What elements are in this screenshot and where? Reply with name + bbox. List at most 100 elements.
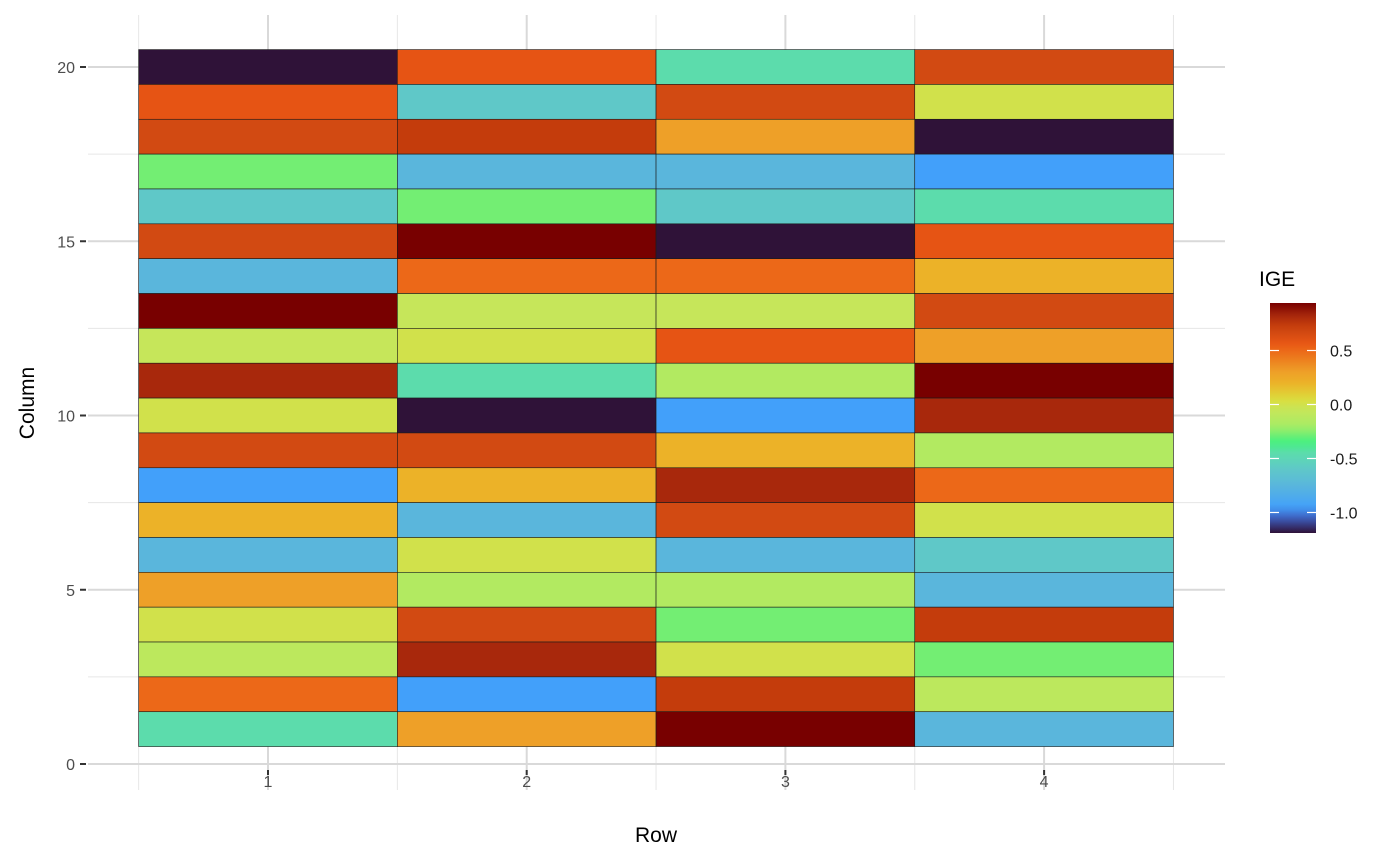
- heatmap-tile: [397, 118, 657, 155]
- heatmap-tile: [397, 188, 657, 225]
- heatmap-tile: [397, 676, 657, 713]
- x-axis-title: Row: [635, 824, 678, 847]
- heatmap-tile: [138, 188, 398, 225]
- x-tick-label: 1: [264, 774, 273, 791]
- heatmap-tile: [138, 432, 398, 469]
- y-tick-label: 5: [66, 583, 75, 600]
- heatmap-tile: [914, 467, 1174, 503]
- axes: 1 2 3 4 0 5 10 15 20: [57, 60, 1048, 791]
- heatmap-tile: [138, 606, 398, 643]
- x-tick-label: 3: [781, 774, 790, 791]
- y-tick-label: 20: [57, 60, 75, 77]
- heatmap-tile: [397, 153, 657, 190]
- heatmap-tile: [397, 641, 657, 678]
- heatmap-tile: [655, 676, 916, 713]
- heatmap-tile: [138, 84, 398, 120]
- heatmap-tile: [138, 397, 398, 434]
- heatmap-tile: [655, 711, 916, 747]
- heatmap-tile: [397, 572, 657, 608]
- heatmap-tile: [655, 84, 916, 120]
- heatmap-tile: [138, 362, 398, 399]
- heatmap-tile: [655, 537, 916, 573]
- heatmap-tile: [914, 537, 1174, 573]
- heatmap-tile: [138, 572, 398, 608]
- heatmap-tile: [914, 676, 1174, 713]
- heatmap-tile: [914, 293, 1174, 329]
- heatmap-tile: [138, 258, 398, 294]
- heatmap-tile: [914, 223, 1174, 259]
- heatmap-tile: [914, 328, 1174, 364]
- heatmap-tile: [655, 293, 916, 329]
- heatmap-tile: [914, 362, 1174, 399]
- y-tick-label: 0: [66, 757, 75, 774]
- heatmap-tile: [914, 397, 1174, 434]
- heatmap-tile: [397, 397, 657, 434]
- heatmap-tile: [138, 49, 398, 85]
- heatmap-tile: [138, 537, 398, 573]
- heatmap-tile: [655, 223, 916, 259]
- heatmap-tile: [655, 502, 916, 538]
- legend-tick-label: 0.5: [1330, 344, 1352, 361]
- heatmap-tile: [138, 711, 398, 747]
- heatmap-tile: [914, 572, 1174, 608]
- heatmap-tile: [138, 328, 398, 364]
- x-tick-label: 2: [522, 774, 531, 791]
- heatmap-tile: [655, 188, 916, 225]
- heatmap-tile: [138, 502, 398, 538]
- heatmap-tile: [655, 118, 916, 155]
- heatmap-tile: [397, 328, 657, 364]
- heatmap-tile: [655, 467, 916, 503]
- heatmap-tile: [397, 49, 657, 85]
- heatmap-tile: [655, 153, 916, 190]
- heatmap-tile: [397, 84, 657, 120]
- heatmap-tile: [655, 432, 916, 469]
- heatmap-tile: [397, 537, 657, 573]
- heatmap-tile: [397, 711, 657, 747]
- heatmap-tile: [138, 467, 398, 503]
- heatmap-tile: [914, 49, 1174, 85]
- heatmap-tile: [655, 328, 916, 364]
- heatmap-tile: [397, 293, 657, 329]
- heatmap-tile: [655, 49, 916, 85]
- heatmap-tile: [914, 258, 1174, 294]
- heatmap-tile: [397, 502, 657, 538]
- heatmap-tile: [655, 606, 916, 643]
- heatmap-tile: [397, 258, 657, 294]
- heatmap-tile: [138, 223, 398, 259]
- heatmap-tile: [655, 258, 916, 294]
- legend: IGE 0.5 0.0 -0.5 -1.0: [1259, 268, 1358, 533]
- heatmap-tile: [138, 293, 398, 329]
- heatmap-tile: [138, 676, 398, 713]
- heatmap-tile: [138, 118, 398, 155]
- heatmap-tile: [914, 502, 1174, 538]
- legend-title: IGE: [1259, 268, 1295, 291]
- heatmap-tile: [655, 362, 916, 399]
- heatmap-tile: [397, 223, 657, 259]
- heatmap-tile: [914, 641, 1174, 678]
- heatmap-tile: [914, 153, 1174, 190]
- heatmap-tile: [397, 467, 657, 503]
- heatmap-tile: [914, 118, 1174, 155]
- heatmap-tile: [397, 606, 657, 643]
- y-axis-title: Column: [16, 367, 39, 439]
- heatmap-tile: [655, 572, 916, 608]
- heatmap-tile: [138, 641, 398, 678]
- x-tick-label: 4: [1040, 774, 1049, 791]
- heatmap-tile: [914, 84, 1174, 120]
- y-tick-label: 15: [57, 234, 75, 251]
- legend-tick-label: 0.0: [1330, 398, 1352, 415]
- legend-tick-label: -1.0: [1330, 505, 1358, 522]
- heatmap-tile: [655, 397, 916, 434]
- heatmap-tile: [138, 153, 398, 190]
- heatmap-tile: [655, 641, 916, 678]
- legend-tick-label: -0.5: [1330, 451, 1358, 468]
- heatmap-tile: [914, 606, 1174, 643]
- legend-colorbar: [1270, 303, 1316, 533]
- heatmap-tile: [397, 362, 657, 399]
- heatmap-tile: [914, 188, 1174, 225]
- heatmap-tile: [914, 432, 1174, 469]
- heatmap-tile: [397, 432, 657, 469]
- tiles: [138, 49, 1174, 747]
- heatmap-tile: [914, 711, 1174, 747]
